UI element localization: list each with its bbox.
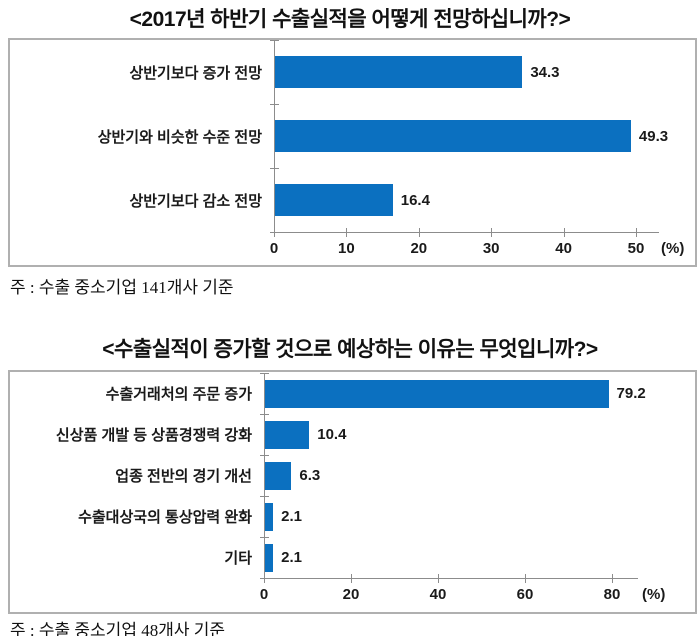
axis-tick [274,228,275,237]
axis-tick-label: 10 [338,240,355,257]
bar-row: 신상품 개발 등 상품경쟁력 강화 10.4 [10,414,695,455]
bar-track: 79.2 [264,379,700,408]
data-bar [264,379,609,408]
axis-tick-label: 60 [516,586,534,603]
axis-tick-label: 80 [603,586,621,603]
axis-tick [636,228,637,237]
category-axis-line [274,40,275,233]
axis-tick [346,228,348,237]
category-tick [270,104,279,105]
value-axis-line [264,578,638,579]
bar-track: 2.1 [264,502,700,531]
category-label: 기타 [224,550,252,567]
axis-tick-label: 0 [259,586,269,603]
axis-unit-label: (%) [661,240,685,257]
axis-tick-label: 40 [555,240,572,257]
value-label: 49.3 [638,127,669,145]
bar-track: 2.1 [264,543,700,572]
data-bar [274,184,393,216]
chart-title-increase-reasons: <수출실적이 증가할 것으로 예상하는 이유는 무엇입니까?> [102,338,598,361]
category-label: 신상품 개발 등 상품경쟁력 강화 [55,427,252,444]
chart-frame-increase-reasons: 수출거래처의 주문 증가 79.2 신상품 개발 등 상품경쟁력 강화 10.4 업종 … [8,370,697,614]
category-tick [270,40,279,41]
value-label: 10.4 [317,426,347,443]
bar-plot-increase-reasons: 수출거래처의 주문 증가 79.2 신상품 개발 등 상품경쟁력 강화 10.4 업종 … [10,372,695,612]
bar-track: 10.4 [264,420,700,449]
bar-row: 상반기와 비슷한 수준 전망 49.3 [10,104,695,168]
data-bar [264,543,274,572]
category-label: 수출거래처의 주문 증가 [105,386,252,403]
data-bar [264,420,310,449]
value-axis-line [274,232,659,233]
axis-tick [264,574,265,583]
bar-row: 업종 전반의 경기 개선 6.3 [10,455,695,496]
bar-row: 상반기보다 감소 전망 16.4 [10,168,695,232]
value-label: 6.3 [299,467,321,484]
axis-tick-label: 40 [429,586,447,603]
bar-row: 수출대상국의 통상압력 완화 2.1 [10,496,695,537]
bar-track: 49.3 [274,120,700,152]
axis-tick-label: 20 [342,586,360,603]
axis-unit-label: (%) [642,586,666,603]
data-bar [264,461,292,490]
bar-plot-outlook: 상반기보다 증가 전망 34.3 상반기와 비슷한 수준 전망 49.3 상반기보다 감… [10,40,695,265]
value-label: 16.4 [400,191,430,209]
axis-tick [438,574,439,583]
chart-title-outlook: <2017년 하반기 수출실적을 어떻게 전망하십니까?> [129,8,571,31]
category-label: 업종 전반의 경기 개선 [115,468,252,485]
category-tick [260,373,269,374]
bar-row: 기타 2.1 [10,537,695,578]
axis-tick [525,574,526,583]
value-label: 2.1 [281,549,302,566]
category-label: 수출대상국의 통상압력 완화 [78,509,252,526]
axis-tick [612,574,613,583]
category-tick [260,414,269,415]
category-label: 상반기보다 감소 전망 [129,192,262,210]
value-label: 34.3 [530,63,560,81]
bar-track: 6.3 [264,461,700,490]
data-bar [274,56,523,88]
value-label: 79.2 [616,385,646,402]
axis-tick [491,228,493,237]
bar-row: 수출거래처의 주문 증가 79.2 [10,373,695,414]
axis-tick-label: 0 [269,240,279,257]
category-label: 상반기와 비슷한 수준 전망 [97,128,262,146]
category-tick [260,496,269,497]
bar-track: 34.3 [274,56,700,88]
bar-row: 상반기보다 증가 전망 34.3 [10,40,695,104]
chart-frame-outlook: 상반기보다 증가 전망 34.3 상반기와 비슷한 수준 전망 49.3 상반기보다 감… [8,38,697,267]
axis-tick [351,574,352,583]
category-tick [260,537,269,538]
axis-tick-label: 50 [627,240,645,257]
axis-tick-label: 20 [410,240,428,257]
chart-note-increase-reasons: 주 : 수출 중소기업 48개사 기준 [10,621,226,636]
category-tick [270,168,279,169]
data-bar [274,120,631,152]
value-label: 2.1 [281,508,302,525]
data-bar [264,502,274,531]
bar-track: 16.4 [274,184,700,216]
category-axis-line [264,373,265,579]
axis-tick [418,228,420,237]
category-tick [260,455,269,456]
chart-note-outlook: 주 : 수출 중소기업 141개사 기준 [10,278,234,297]
category-label: 상반기보다 증가 전망 [129,64,262,82]
axis-tick [563,228,565,237]
axis-tick-label: 30 [482,240,500,257]
